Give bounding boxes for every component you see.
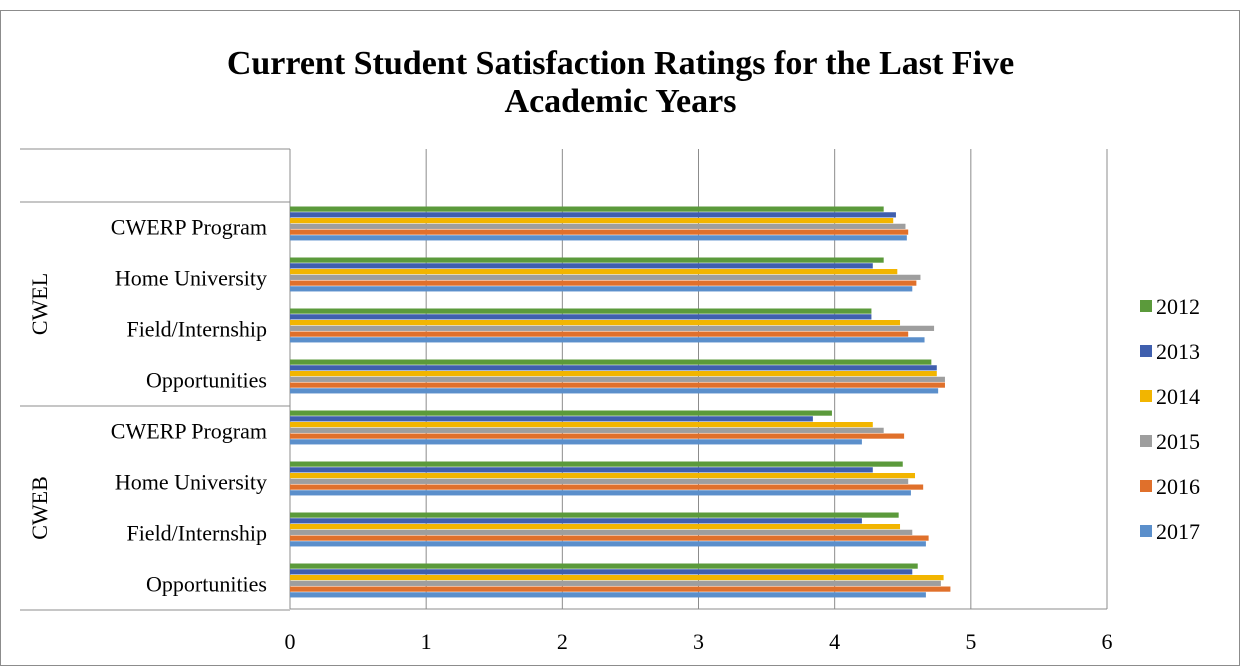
bar-cweb-3-2014 — [290, 524, 901, 530]
chart-title-line-1: Current Student Satisfaction Ratings for… — [226, 45, 1015, 82]
legend-swatch-2015 — [1140, 435, 1152, 447]
bar-cwel-3-2012 — [290, 308, 872, 314]
category-label: Field/Internship — [126, 521, 267, 546]
x-tick-label-5: 5 — [965, 629, 976, 654]
bar-cweb-3-2016 — [290, 535, 929, 541]
legend-label-2017: 2017 — [1156, 519, 1200, 544]
category-label: Opportunities — [146, 572, 267, 597]
bar-cwel-2-2015 — [290, 274, 921, 280]
bar-cweb-4-2015 — [290, 580, 941, 586]
bar-cwel-4-2015 — [290, 376, 945, 382]
bar-cweb-1-2013 — [290, 416, 813, 422]
bar-cweb-2-2015 — [290, 478, 909, 484]
legend-label-2016: 2016 — [1156, 474, 1200, 499]
legend-swatch-2012 — [1140, 300, 1152, 312]
bar-cwel-4-2013 — [290, 365, 937, 371]
bar-cweb-3-2012 — [290, 512, 899, 518]
bar-cwel-2-2016 — [290, 280, 917, 286]
bar-cweb-1-2014 — [290, 422, 873, 428]
bar-cwel-3-2013 — [290, 314, 872, 320]
bar-cweb-4-2013 — [290, 569, 913, 575]
bar-cwel-1-2013 — [290, 212, 896, 218]
bar-cweb-4-2012 — [290, 563, 918, 569]
bar-cwel-4-2012 — [290, 359, 932, 365]
legend-label-2012: 2012 — [1156, 294, 1200, 319]
bar-cwel-4-2017 — [290, 388, 939, 394]
bar-cwel-2-2014 — [290, 269, 898, 275]
bar-cweb-1-2016 — [290, 433, 905, 439]
category-label: Home University — [115, 266, 267, 291]
legend-swatch-2013 — [1140, 345, 1152, 357]
legend-swatch-2014 — [1140, 390, 1152, 402]
x-tick-label-6: 6 — [1102, 629, 1113, 654]
category-label: Home University — [115, 470, 267, 495]
bar-cweb-4-2016 — [290, 586, 951, 592]
bar-cwel-3-2014 — [290, 320, 901, 326]
bar-cwel-1-2015 — [290, 223, 906, 229]
bar-cwel-1-2014 — [290, 218, 894, 224]
legend-swatch-2017 — [1140, 525, 1152, 537]
bar-cwel-1-2017 — [290, 235, 907, 241]
bar-cweb-3-2013 — [290, 518, 862, 524]
legend-swatch-2016 — [1140, 480, 1152, 492]
legend-label-2015: 2015 — [1156, 429, 1200, 454]
category-label: Field/Internship — [126, 317, 267, 342]
group-label-cwel: CWEL — [27, 273, 52, 335]
bar-cwel-2-2017 — [290, 286, 913, 292]
bar-cweb-3-2017 — [290, 541, 926, 547]
bar-cweb-2-2013 — [290, 467, 873, 473]
bar-cweb-2-2012 — [290, 461, 903, 467]
bar-cwel-1-2016 — [290, 229, 909, 235]
bar-cweb-4-2017 — [290, 592, 926, 598]
legend-label-2013: 2013 — [1156, 339, 1200, 364]
x-tick-label-2: 2 — [557, 629, 568, 654]
bar-cwel-3-2017 — [290, 337, 925, 343]
bar-cweb-2-2014 — [290, 473, 916, 479]
bar-cweb-2-2016 — [290, 484, 924, 490]
x-tick-label-4: 4 — [829, 629, 840, 654]
bar-cwel-3-2016 — [290, 331, 909, 337]
chart-border — [0, 10, 1240, 666]
bar-cweb-3-2015 — [290, 529, 913, 535]
x-tick-label-1: 1 — [421, 629, 432, 654]
bar-cwel-4-2014 — [290, 371, 937, 377]
bar-cweb-1-2012 — [290, 410, 832, 416]
category-label: CWERP Program — [111, 419, 267, 444]
bar-cweb-2-2017 — [290, 490, 911, 496]
bar-cwel-4-2016 — [290, 382, 945, 388]
category-label: Opportunities — [146, 368, 267, 393]
bar-cweb-4-2014 — [290, 575, 944, 581]
chart-title-line-2: Academic Years — [504, 83, 737, 120]
category-label: CWERP Program — [111, 215, 267, 240]
bar-cweb-1-2017 — [290, 439, 862, 445]
bar-cwel-2-2013 — [290, 263, 873, 269]
bar-cwel-1-2012 — [290, 206, 884, 212]
group-label-cweb: CWEB — [27, 476, 52, 540]
bar-cweb-1-2015 — [290, 427, 884, 433]
bar-cwel-2-2012 — [290, 257, 884, 263]
legend-label-2014: 2014 — [1156, 384, 1200, 409]
x-tick-label-3: 3 — [693, 629, 704, 654]
bar-cwel-3-2015 — [290, 325, 935, 331]
x-tick-label-0: 0 — [285, 629, 296, 654]
